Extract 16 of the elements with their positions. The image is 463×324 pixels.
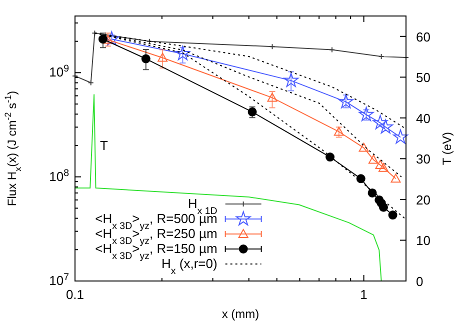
y-tick-label: 10$^{7}$ xyxy=(49,272,69,288)
x-tick-label: 0.1 xyxy=(66,287,84,302)
y2-tick-label: 10 xyxy=(416,233,430,248)
y2-tick-label: 60 xyxy=(416,29,430,44)
x-tick-label: 1 xyxy=(360,287,368,302)
y2-tick-label: 20 xyxy=(416,192,430,208)
annotation: T xyxy=(100,138,108,154)
legend-label: H$_{x}$ (x,r=0) xyxy=(162,256,218,276)
y-tick-label: 10$^{9}$ xyxy=(49,63,69,80)
y-tick-label: 10$^{8}$ xyxy=(49,167,69,184)
y2-tick-label: 0 xyxy=(416,274,424,289)
y2-tick-label: 40 xyxy=(416,110,430,126)
x-axis-title: x (mm) xyxy=(222,307,260,321)
y2-axis-title: T (eV) xyxy=(440,132,454,166)
y2-tick-label: 30 xyxy=(416,152,430,167)
y2-tick-label: 50 xyxy=(416,70,430,86)
